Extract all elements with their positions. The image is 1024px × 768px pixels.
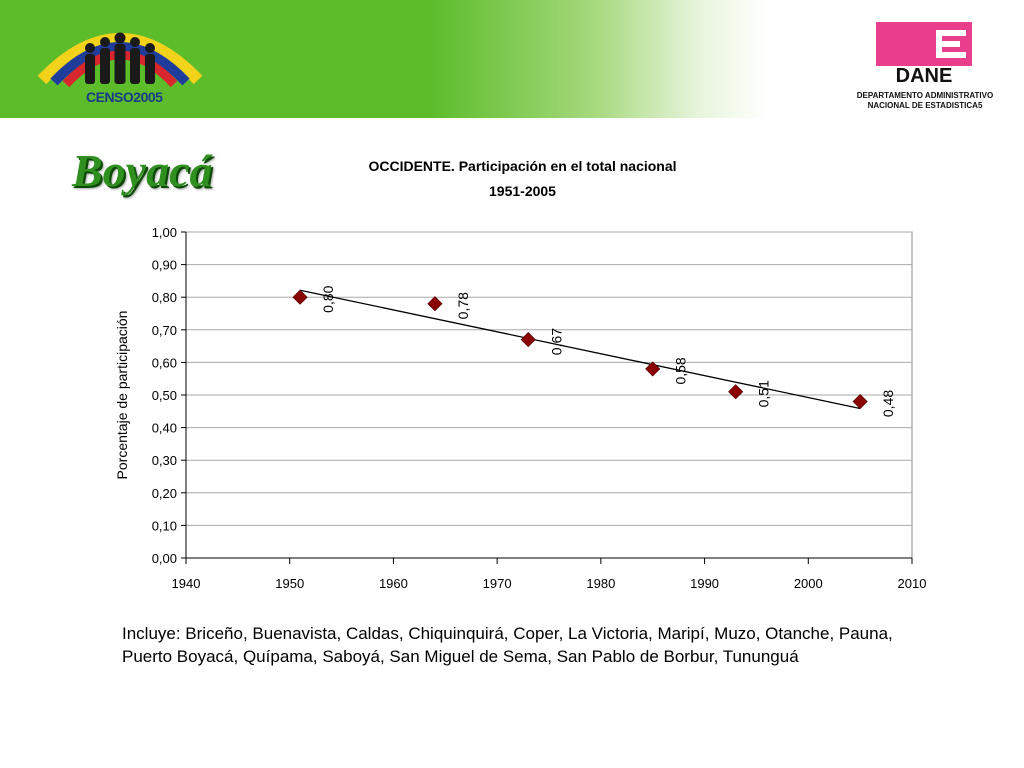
chart-title: OCCIDENTE. Participación en el total nac… — [300, 154, 745, 204]
y-tick-label: 0,10 — [152, 518, 177, 533]
x-tick-label: 2010 — [898, 576, 927, 591]
x-tick-label: 1970 — [483, 576, 512, 591]
y-axis-label: Porcentaje de participación — [114, 311, 130, 480]
municipalities-note: Incluye: Briceño, Buenavista, Caldas, Ch… — [122, 624, 893, 666]
data-label: 0,51 — [756, 380, 772, 407]
data-label: 0,80 — [320, 285, 336, 312]
y-tick-label: 0,60 — [152, 355, 177, 370]
y-tick-label: 0,70 — [152, 323, 177, 338]
y-tick-label: 0,80 — [152, 290, 177, 305]
trendline — [299, 289, 861, 410]
y-tick-label: 1,00 — [152, 225, 177, 240]
censo-logo — [37, 32, 203, 88]
x-tick-label: 1940 — [172, 576, 201, 591]
page-title: Boyacá — [72, 145, 213, 196]
y-tick-label: 0,90 — [152, 258, 177, 273]
data-label: 0,67 — [548, 328, 564, 355]
x-tick-label: 1960 — [379, 576, 408, 591]
data-label: 0,78 — [455, 292, 471, 319]
data-point — [520, 332, 536, 348]
chart-title-line1: OCCIDENTE. Participación en el total nac… — [368, 158, 677, 174]
y-tick-label: 0,00 — [152, 551, 177, 566]
dane-logo: DANE — [876, 22, 972, 86]
data-label: 0,58 — [673, 357, 689, 384]
data-point — [292, 289, 308, 305]
x-tick-label: 2000 — [794, 576, 823, 591]
data-point — [427, 296, 443, 312]
header-banner: CENSO2005 DANE DEPARTAMENTO ADMINISTRATI… — [0, 0, 1024, 118]
y-tick-label: 0,40 — [152, 421, 177, 436]
data-point — [645, 361, 661, 377]
dane-logo-text: DANE — [896, 65, 953, 86]
x-tick-label: 1950 — [275, 576, 304, 591]
x-tick-label: 1990 — [690, 576, 719, 591]
data-point — [852, 393, 868, 410]
y-tick-label: 0,20 — [152, 486, 177, 501]
data-label: 0,48 — [880, 390, 896, 417]
chart-title-line2: 1951-2005 — [489, 183, 556, 199]
x-tick-label: 1980 — [586, 576, 615, 591]
data-point — [728, 384, 744, 400]
censo-logo-text: CENSO2005 — [86, 89, 163, 105]
dane-caption-line2: NACIONAL DE ESTADISTICA5 — [867, 101, 983, 110]
dane-caption: DEPARTAMENTO ADMINISTRATIVO NACIONAL DE … — [840, 91, 1010, 111]
y-tick-label: 0,30 — [152, 453, 177, 468]
y-tick-label: 0,50 — [152, 388, 177, 403]
dane-caption-line1: DEPARTAMENTO ADMINISTRATIVO — [856, 91, 994, 100]
